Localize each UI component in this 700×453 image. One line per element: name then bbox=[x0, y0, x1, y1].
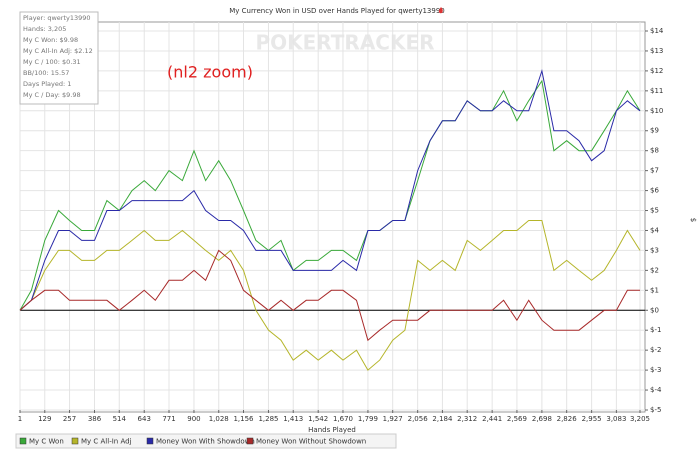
y-tick-label: $-5 bbox=[650, 406, 661, 414]
y-tick-label: $2 bbox=[650, 266, 659, 274]
legend: My C Won My C All-In Adj Money Won With Sh… bbox=[19, 437, 366, 446]
x-tick-label: 2,955 bbox=[582, 415, 602, 423]
y-tick-label: $13 bbox=[650, 47, 663, 55]
y-tick-label: $8 bbox=[650, 147, 659, 155]
legend-label: Money Won Without Showdown bbox=[256, 438, 366, 446]
legend-swatch bbox=[146, 437, 154, 445]
info-box bbox=[19, 11, 99, 105]
x-tick-label: 1,799 bbox=[358, 415, 378, 423]
x-tick-label: 2,569 bbox=[507, 415, 527, 423]
legend-label: Money Won With Showdown bbox=[156, 438, 255, 446]
y-tick-label: $9 bbox=[650, 127, 659, 135]
x-tick-label: 1,028 bbox=[209, 415, 229, 423]
x-tick-label: 1,927 bbox=[383, 415, 403, 423]
x-tick-label: 2,698 bbox=[532, 415, 552, 423]
y-tick-label: $5 bbox=[650, 207, 659, 215]
info-lines: Player: qwerty13990 Hands: 3,205 My C Won:… bbox=[23, 14, 93, 99]
y-tick-label: $6 bbox=[650, 187, 659, 195]
legend-label: My C All-In Adj bbox=[81, 438, 132, 446]
plot-area bbox=[19, 22, 648, 413]
info-line: Player: qwerty13990 bbox=[23, 14, 91, 22]
series-line bbox=[19, 249, 640, 342]
y-tick-label: $0 bbox=[650, 306, 659, 314]
y-tick-label: $7 bbox=[650, 167, 659, 175]
x-tick-label: 2,312 bbox=[457, 415, 477, 423]
x-tick-label: 643 bbox=[138, 415, 151, 423]
y-tick-label: $-3 bbox=[650, 366, 661, 374]
y-tick-label: $-2 bbox=[650, 346, 661, 354]
info-line: BB/100: 15.57 bbox=[23, 69, 69, 77]
legend-label: My C Won bbox=[29, 438, 64, 446]
x-tick-label: 1,156 bbox=[233, 415, 254, 423]
x-tick-label: 1,285 bbox=[258, 415, 278, 423]
x-tick-label: 2,826 bbox=[557, 415, 578, 423]
x-tick-label: 900 bbox=[187, 415, 200, 423]
x-tick-label: 1 bbox=[18, 415, 22, 423]
x-tick-label: 771 bbox=[162, 415, 175, 423]
x-tick-label: 386 bbox=[88, 415, 102, 423]
info-line: My C Won: $9.98 bbox=[23, 36, 78, 44]
y-axis-label: $ bbox=[689, 218, 697, 222]
info-line: Hands: 3,205 bbox=[23, 25, 66, 33]
y-tick-label: $1 bbox=[650, 286, 659, 294]
info-line: My C All-In Adj: $2.12 bbox=[23, 47, 93, 55]
info-line: My C / 100: $0.31 bbox=[23, 58, 81, 66]
y-tick-label: $12 bbox=[650, 67, 663, 75]
y-tick-label: $14 bbox=[650, 27, 664, 35]
info-line: My C / Day: $9.98 bbox=[23, 91, 81, 99]
legend-swatch bbox=[19, 437, 27, 445]
x-tick-label: 3,083 bbox=[606, 415, 626, 423]
x-tick-label: 257 bbox=[63, 415, 76, 423]
y-tick-label: $3 bbox=[650, 246, 659, 254]
legend-swatch bbox=[71, 437, 79, 445]
y-tick-label: $10 bbox=[650, 107, 663, 115]
x-tick-label: 514 bbox=[113, 415, 127, 423]
series-line bbox=[19, 68, 641, 311]
x-tick-label: 3,205 bbox=[630, 415, 650, 423]
x-tick-label: 1,413 bbox=[283, 415, 303, 423]
series-line bbox=[19, 79, 641, 311]
chart-title: My Currency Won in USD over Hands Played… bbox=[229, 7, 445, 15]
legend-swatch bbox=[246, 437, 254, 445]
annotation: (nl2 zoom) bbox=[167, 63, 253, 82]
y-tick-label: $4 bbox=[650, 226, 659, 234]
x-tick-label: 2,056 bbox=[408, 415, 429, 423]
x-tick-label: 1,670 bbox=[333, 415, 353, 423]
legend-box bbox=[15, 433, 397, 449]
x-axis-label: Hands Played bbox=[308, 426, 356, 434]
series-line bbox=[19, 220, 641, 371]
flame-icon bbox=[438, 7, 443, 14]
x-tick-label: 2,441 bbox=[482, 415, 502, 423]
y-tick-label: $-4 bbox=[650, 386, 662, 394]
y-tick-label: $11 bbox=[650, 87, 663, 95]
y-tick-label: $-1 bbox=[650, 326, 661, 334]
info-line: Days Played: 1 bbox=[23, 80, 71, 88]
x-tick-label: 1,542 bbox=[308, 415, 328, 423]
x-tick-label: 129 bbox=[38, 415, 51, 423]
x-tick-label: 2,184 bbox=[432, 415, 453, 423]
